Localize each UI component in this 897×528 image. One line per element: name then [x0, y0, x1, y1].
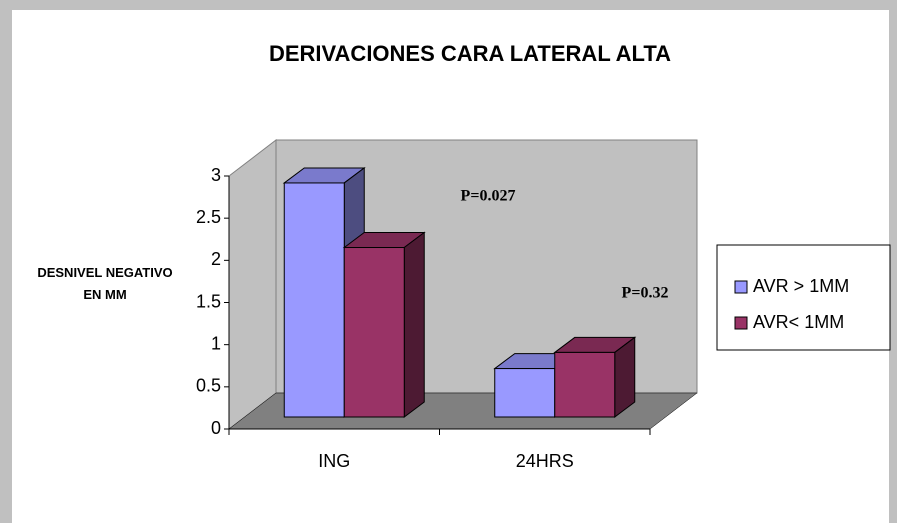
bar [494, 368, 556, 418]
y-tick-label: 3 [211, 165, 221, 185]
annotation: P=0.32 [622, 285, 669, 302]
y-tick-label: 2.5 [196, 207, 221, 227]
x-tick-label: 24HRS [516, 451, 574, 471]
legend-swatch [734, 280, 748, 294]
bars [282, 166, 637, 418]
legend-swatch [734, 316, 748, 330]
y-axis-label: DESNIVEL NEGATIVO EN MM [37, 265, 173, 302]
y-label-box: DESNIVEL NEGATIVO EN MM [37, 265, 173, 302]
bar [283, 182, 345, 418]
legend-label: AVR< 1MM [753, 312, 844, 332]
y-tick-label: 1 [211, 333, 221, 353]
y-tick-label: 0 [211, 418, 221, 438]
y-tick-label: 2 [211, 249, 221, 269]
x-tick-label: ING [318, 451, 350, 471]
legend [716, 244, 891, 351]
annotation: P=0.027 [461, 188, 516, 205]
legend-label: AVR > 1MM [753, 276, 849, 296]
y-tick-label: 0.5 [196, 376, 221, 396]
y-tick-label: 1.5 [196, 291, 221, 311]
chart-title: DERIVACIONES CARA LATERAL ALTA [269, 41, 671, 66]
bar [554, 351, 616, 418]
side-wall [228, 138, 277, 431]
bar [343, 247, 405, 418]
bar-side [403, 231, 425, 418]
